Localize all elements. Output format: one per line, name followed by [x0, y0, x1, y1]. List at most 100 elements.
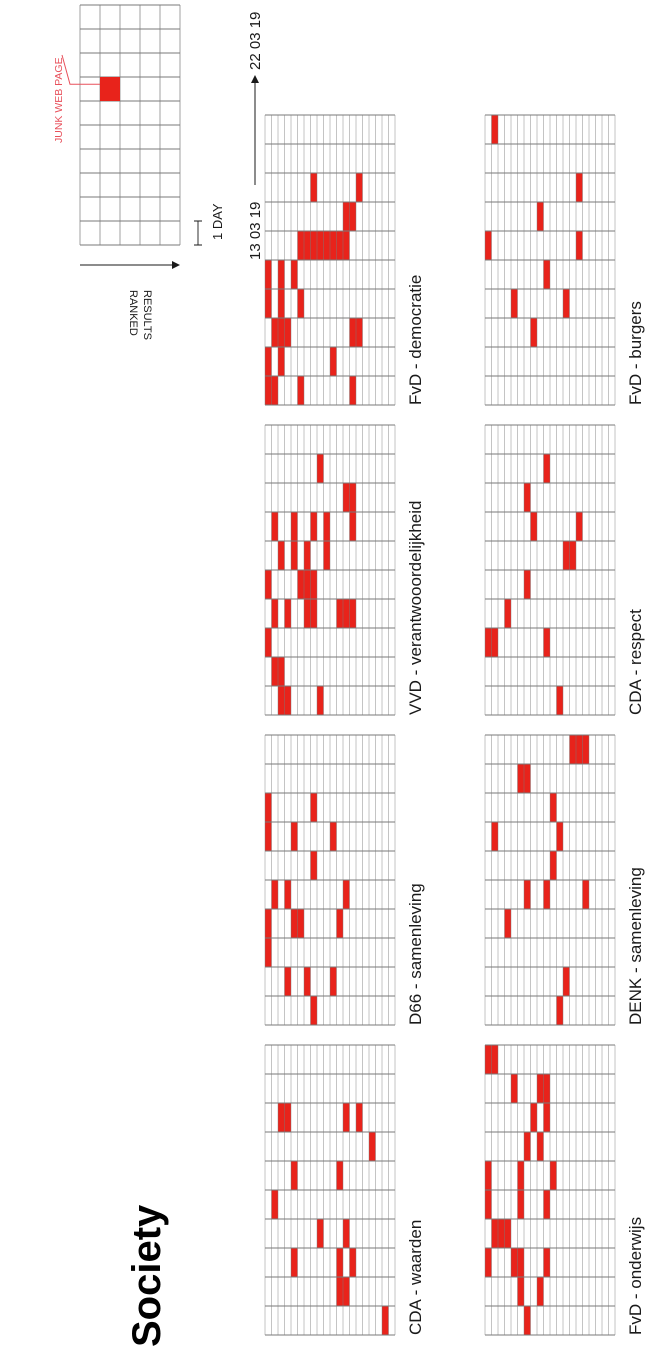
junk-cell [304, 541, 311, 570]
junk-cell [524, 1306, 531, 1335]
junk-cell [343, 880, 350, 909]
junk-cell [343, 202, 350, 231]
junk-cell [297, 376, 304, 405]
junk-cell [537, 202, 544, 231]
junk-cell [349, 202, 356, 231]
junk-cell [278, 657, 285, 686]
junk-cell [278, 260, 285, 289]
junk-cell [356, 318, 363, 347]
junk-cell [491, 1219, 498, 1248]
junk-cell [297, 570, 304, 599]
junk-cell [511, 1074, 518, 1103]
junk-cell [491, 628, 498, 657]
junk-cell [265, 628, 272, 657]
heatmap-panel: FvD - burgers [484, 114, 645, 406]
junk-cell [543, 1103, 550, 1132]
legend-callout-line [61, 54, 100, 85]
junk-cell [524, 483, 531, 512]
junk-cell [485, 1190, 492, 1219]
junk-cell [265, 909, 272, 938]
junk-cell [563, 967, 570, 996]
junk-cell [330, 347, 337, 376]
junk-cell [291, 512, 298, 541]
junk-cell [343, 599, 350, 628]
junk-cell [543, 1074, 550, 1103]
junk-cell [349, 512, 356, 541]
junk-cell [517, 1190, 524, 1219]
panel-label: CDA - respect [626, 609, 645, 715]
junk-cell [504, 599, 511, 628]
junk-cell [382, 1306, 389, 1335]
junk-cell [271, 376, 278, 405]
legend-rank-arrow-head [172, 261, 180, 269]
junk-cell [550, 793, 557, 822]
junk-cell [336, 231, 343, 260]
junk-cell [278, 686, 285, 715]
junk-cell [349, 376, 356, 405]
junk-cell [284, 1103, 291, 1132]
junk-cell [330, 822, 337, 851]
panel-label: CDA - waarden [406, 1220, 425, 1335]
junk-cell [323, 512, 330, 541]
junk-cell [297, 909, 304, 938]
junk-cell [304, 570, 311, 599]
junk-cell [330, 967, 337, 996]
junk-cell [485, 1161, 492, 1190]
junk-cell [317, 231, 324, 260]
junk-cell [336, 1248, 343, 1277]
heatmap-panel: CDA - respect [484, 424, 645, 716]
junk-cell [349, 483, 356, 512]
junk-cell [576, 231, 583, 260]
junk-cell [537, 1277, 544, 1306]
junk-cell [291, 1161, 298, 1190]
junk-cell [563, 541, 570, 570]
junk-cell [297, 289, 304, 318]
junk-cell [517, 1277, 524, 1306]
junk-cell [517, 1161, 524, 1190]
junk-cell [271, 657, 278, 686]
junk-cell [265, 570, 272, 599]
junk-cell [284, 318, 291, 347]
heatmap-panel: VVD - verantwooordelijkheid [264, 424, 425, 716]
junk-cell [265, 289, 272, 318]
junk-cell [543, 1248, 550, 1277]
legend-grid [79, 4, 181, 246]
junk-cell [271, 599, 278, 628]
junk-cell [310, 512, 317, 541]
junk-cell [543, 454, 550, 483]
junk-cell [291, 909, 298, 938]
junk-cell [291, 260, 298, 289]
junk-cell [543, 1190, 550, 1219]
junk-cell [317, 454, 324, 483]
panel-label: D66 - samenleving [406, 883, 425, 1025]
junk-cell [343, 1219, 350, 1248]
junk-cell [556, 996, 563, 1025]
junk-cell [271, 318, 278, 347]
junk-cell [517, 764, 524, 793]
junk-cell [284, 599, 291, 628]
junk-cell [582, 735, 589, 764]
junk-cell [343, 231, 350, 260]
junk-cell [323, 231, 330, 260]
junk-cell [576, 735, 583, 764]
junk-cell [543, 260, 550, 289]
junk-cell [491, 822, 498, 851]
junk-cell [336, 909, 343, 938]
junk-cell [310, 599, 317, 628]
junk-cell [278, 1103, 285, 1132]
junk-cell [349, 1248, 356, 1277]
junk-cell [491, 1045, 498, 1074]
junk-cell [265, 376, 272, 405]
junk-cell [310, 173, 317, 202]
junk-cell [336, 599, 343, 628]
junk-cell [310, 231, 317, 260]
junk-cell [317, 1219, 324, 1248]
junk-cell [291, 541, 298, 570]
panel-label: DENK - samenleving [626, 867, 645, 1025]
junk-cell [317, 686, 324, 715]
junk-cell [336, 1161, 343, 1190]
legend-junk-cell [100, 77, 120, 101]
junk-cell [530, 512, 537, 541]
junk-cell [343, 1277, 350, 1306]
